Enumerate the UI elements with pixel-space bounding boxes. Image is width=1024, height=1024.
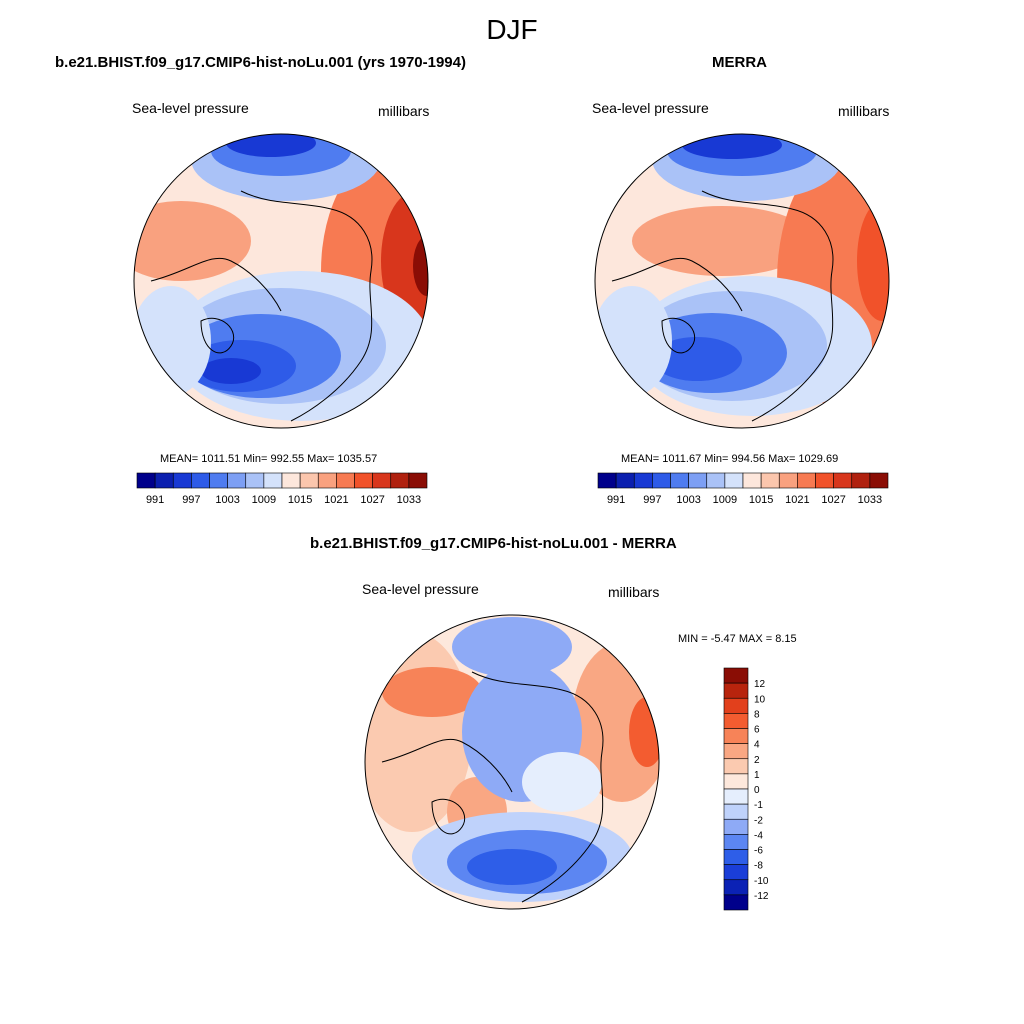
diff-colorbar-box xyxy=(723,667,749,684)
diff-colorbar-label: -10 xyxy=(754,876,769,887)
model-units-label: millibars xyxy=(378,103,430,119)
obs-variable-label: Sea-level pressure xyxy=(592,100,709,116)
obs-colorbar-box xyxy=(869,472,889,489)
obs-colorbar-label: 1027 xyxy=(821,494,845,506)
obs-colorbar-box xyxy=(742,472,762,489)
obs-colorbar-box xyxy=(797,472,816,489)
diff-colorbar-box xyxy=(723,879,749,896)
model-colorbar-box xyxy=(390,472,410,489)
model-colorbar-box xyxy=(136,472,156,489)
obs-colorbar-label: 991 xyxy=(607,494,625,506)
obs-colorbar-box xyxy=(615,472,635,489)
obs-colorbar-box xyxy=(706,472,726,489)
obs-colorbar-box xyxy=(724,472,744,489)
diff-colorbar-box xyxy=(723,818,749,835)
diff-colorbar-box xyxy=(723,728,749,744)
model-variable-label: Sea-level pressure xyxy=(132,100,249,116)
obs-polar-map xyxy=(594,133,890,429)
model-colorbar-label: 1021 xyxy=(324,494,348,506)
diff-colorbar-box xyxy=(723,864,749,881)
diff-colorbar-box xyxy=(723,894,749,911)
model-colorbar-box xyxy=(317,472,337,489)
diff-colorbar-label: 0 xyxy=(754,785,760,796)
obs-colorbar-box xyxy=(652,472,671,489)
model-colorbar-box xyxy=(209,472,228,489)
diff-colorbar-label: 4 xyxy=(754,740,760,751)
model-colorbar-label: 997 xyxy=(182,494,200,506)
model-colorbar-box xyxy=(281,472,301,489)
diff-colorbar-box xyxy=(723,834,749,850)
obs-colorbar-label: 1003 xyxy=(676,494,700,506)
obs-colorbar-box xyxy=(815,472,834,489)
model-colorbar-box xyxy=(191,472,210,489)
diff-colorbar-label: -8 xyxy=(754,861,763,872)
model-colorbar-box xyxy=(408,472,428,489)
model-colorbar-label: 1027 xyxy=(360,494,384,506)
model-colorbar-label: 1003 xyxy=(215,494,239,506)
diff-colorbar-box xyxy=(723,682,749,699)
obs-units-label: millibars xyxy=(838,103,890,119)
obs-colorbar-label: 1021 xyxy=(785,494,809,506)
diff-colorbar-label: -1 xyxy=(754,800,763,811)
diff-colorbar-label: -12 xyxy=(754,891,769,902)
diff-panel-title: b.e21.BHIST.f09_g17.CMIP6-hist-noLu.001 … xyxy=(310,535,677,552)
season-title: DJF xyxy=(486,14,538,45)
obs-colorbar-box xyxy=(597,472,617,489)
diff-colorbar-box xyxy=(723,773,749,790)
model-colorbar-box xyxy=(354,472,373,489)
obs-colorbar-box xyxy=(670,472,689,489)
diff-colorbar-box xyxy=(723,788,749,805)
model-colorbar-box xyxy=(336,472,355,489)
model-colorbar-box xyxy=(245,472,265,489)
diff-colorbar-label: -2 xyxy=(754,815,763,826)
obs-colorbar-label: 1009 xyxy=(713,494,737,506)
diff-colorbar-label: -6 xyxy=(754,846,763,857)
obs-colorbar-label: 1015 xyxy=(749,494,773,506)
diff-colorbar-box xyxy=(723,743,749,760)
obs-colorbar-box xyxy=(778,472,798,489)
diff-colorbar-label: 2 xyxy=(754,755,760,766)
obs-colorbar-box xyxy=(688,472,708,489)
diff-units-label: millibars xyxy=(608,584,660,600)
model-colorbar-label: 991 xyxy=(146,494,164,506)
obs-colorbar-box xyxy=(633,472,653,489)
obs-colorbar-label: 1033 xyxy=(858,494,882,506)
model-colorbar: 991 997 1003 1009 1015 1021 1027 1033 xyxy=(136,472,428,506)
model-colorbar-box xyxy=(299,472,319,489)
model-colorbar-box xyxy=(372,472,392,489)
diff-polar-map xyxy=(364,614,660,910)
diff-variable-label: Sea-level pressure xyxy=(362,581,479,597)
diff-colorbar-label: -4 xyxy=(754,830,763,841)
model-panel-title: b.e21.BHIST.f09_g17.CMIP6-hist-noLu.001 … xyxy=(55,54,466,71)
obs-colorbar-box xyxy=(833,472,853,489)
diff-colorbar-box xyxy=(723,803,749,820)
diff-colorbar-label: 10 xyxy=(754,694,766,705)
model-colorbar-label: 1015 xyxy=(288,494,312,506)
model-colorbar-box xyxy=(263,472,283,489)
obs-panel-title: MERRA xyxy=(712,54,767,71)
model-colorbar-box xyxy=(154,472,174,489)
diff-stats: MIN = -5.47 MAX = 8.15 xyxy=(678,633,797,645)
diff-colorbar-label: 1 xyxy=(754,770,760,781)
model-colorbar-label: 1033 xyxy=(397,494,421,506)
obs-colorbar-box xyxy=(760,472,780,489)
obs-colorbar: 991 997 1003 1009 1015 1021 1027 1033 xyxy=(597,472,889,506)
diff-colorbar-label: 6 xyxy=(754,725,760,736)
obs-colorbar-label: 997 xyxy=(643,494,661,506)
obs-colorbar-box xyxy=(851,472,871,489)
model-colorbar-box xyxy=(172,472,192,489)
diff-colorbar-box xyxy=(723,849,749,865)
diff-colorbar-box xyxy=(723,713,749,729)
diff-colorbar-box xyxy=(723,758,749,775)
model-polar-map xyxy=(133,133,429,429)
model-colorbar-label: 1009 xyxy=(252,494,276,506)
diff-colorbar-label: 12 xyxy=(754,679,766,690)
obs-stats: MEAN= 1011.67 Min= 994.56 Max= 1029.69 xyxy=(621,453,839,465)
model-colorbar-box xyxy=(227,472,247,489)
diff-colorbar-label: 8 xyxy=(754,709,760,720)
diff-colorbar-box xyxy=(723,697,749,714)
model-stats: MEAN= 1011.51 Min= 992.55 Max= 1035.57 xyxy=(160,453,378,465)
